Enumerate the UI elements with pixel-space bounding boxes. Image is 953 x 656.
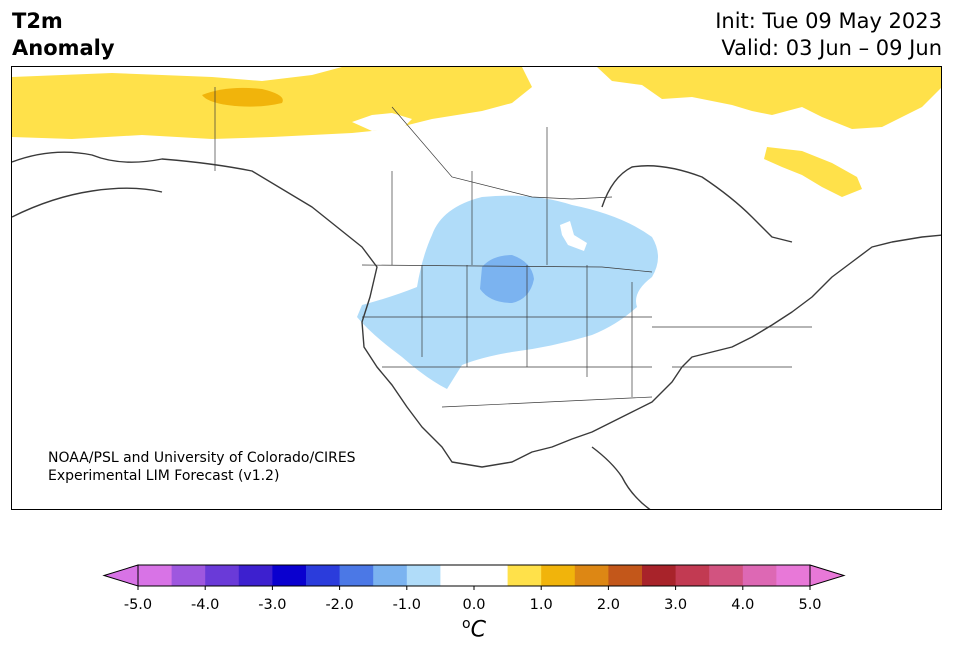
variable-name: T2m xyxy=(12,9,63,33)
credit-line-2: Experimental LIM Forecast (v1.2) xyxy=(48,468,280,484)
colorbar-tick-label: -4.0 xyxy=(191,597,220,613)
units-letter: C xyxy=(470,617,486,643)
colorbar-segment xyxy=(776,565,811,586)
credit-line-1: NOAA/PSL and University of Colorado/CIRE… xyxy=(48,450,356,466)
colorbar-segment xyxy=(507,565,542,586)
variable-type: Anomaly xyxy=(12,36,115,60)
valid-range: Valid: 03 Jun – 09 Jun xyxy=(721,36,942,60)
colorbar-tick-label: 3.0 xyxy=(664,597,688,613)
colorbar-tick-label: 2.0 xyxy=(596,597,620,613)
colorbar-tick-label: 4.0 xyxy=(731,597,755,613)
warm-strong-anomaly-alaska xyxy=(202,87,283,107)
colorbar-segment xyxy=(574,565,609,586)
colorbar-segment xyxy=(373,565,408,586)
map-title: T2m Anomaly xyxy=(12,8,115,62)
colorbar-segment xyxy=(205,565,240,586)
degree-symbol: o xyxy=(462,616,471,632)
colorbar-tick-label: -3.0 xyxy=(258,597,287,613)
colorbar-segment xyxy=(306,565,341,586)
warm-anomaly-arctic xyxy=(597,67,941,129)
colorbar-under-arrow xyxy=(102,564,139,587)
lake-gap xyxy=(560,221,587,251)
anomaly-map xyxy=(11,66,942,510)
init-date: Init: Tue 09 May 2023 xyxy=(715,9,942,33)
colorbar-tick-label: 1.0 xyxy=(529,597,553,613)
colorbar-segment xyxy=(272,565,307,586)
coastlines xyxy=(12,151,941,509)
colorbar-tick-label: -2.0 xyxy=(325,597,354,613)
colorbar-segment xyxy=(608,565,643,586)
colorbar xyxy=(102,564,846,590)
map-canvas xyxy=(12,67,941,509)
colorbar-segment xyxy=(709,565,744,586)
sea-ice-gap xyxy=(352,113,412,131)
cool-strong-anomaly-core xyxy=(480,255,534,303)
colorbar-tick-label: -1.0 xyxy=(392,597,421,613)
colorbar-segment xyxy=(642,565,677,586)
colorbar-segment xyxy=(742,565,777,586)
colorbar-segment xyxy=(138,565,173,586)
colorbar-tick-label: 0.0 xyxy=(462,597,486,613)
colorbar-tick-label: -5.0 xyxy=(123,597,153,613)
forecast-dates: Init: Tue 09 May 2023 Valid: 03 Jun – 09… xyxy=(715,8,942,62)
warm-anomaly-quebec xyxy=(764,147,862,197)
colorbar-segment xyxy=(541,565,576,586)
political-borders xyxy=(214,87,812,408)
colorbar-tick-label: 5.0 xyxy=(798,597,822,613)
colorbar-segment xyxy=(238,565,273,586)
colorbar-segment xyxy=(675,565,710,586)
colorbar-segment xyxy=(440,565,475,586)
colorbar-segment xyxy=(406,565,441,586)
colorbar-over-arrow xyxy=(809,564,846,587)
credit-text: NOAA/PSL and University of Colorado/CIRE… xyxy=(48,449,356,485)
colorbar-segment xyxy=(339,565,374,586)
colorbar-units: oC xyxy=(462,616,486,642)
colorbar-segment xyxy=(171,565,206,586)
colorbar-segment xyxy=(474,565,509,586)
